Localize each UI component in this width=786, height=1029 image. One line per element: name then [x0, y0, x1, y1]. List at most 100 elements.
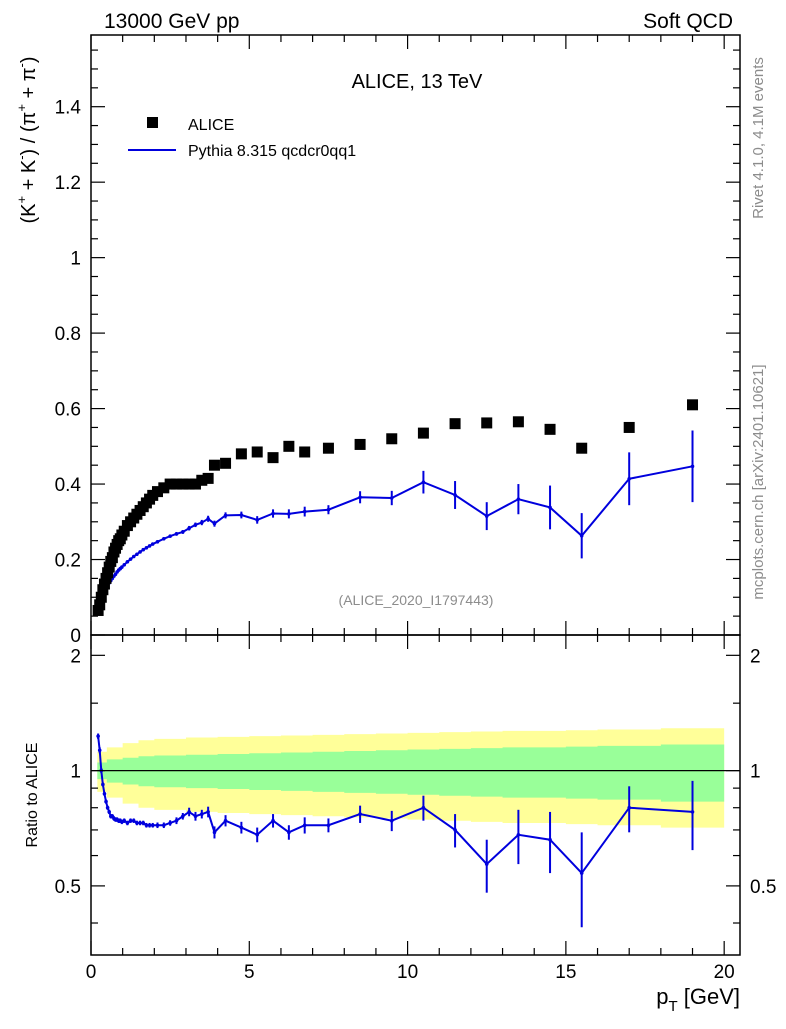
pythia-point: [150, 542, 155, 546]
alice-data-point: [177, 478, 189, 490]
xlabel-sub: T: [668, 998, 677, 1015]
ratio-point: [101, 782, 105, 787]
pythia-point: [147, 544, 152, 548]
ratio-point: [287, 830, 291, 835]
pythia-point: [200, 520, 204, 525]
ratio-point: [453, 828, 457, 832]
ratio-point: [484, 862, 489, 866]
pythia-point: [358, 495, 362, 500]
pythia-point: [212, 521, 217, 526]
pythia-point: [627, 476, 631, 481]
ratio-point: [326, 823, 331, 828]
alice-data-point: [92, 604, 104, 616]
ylabel-sup-4: -: [14, 63, 29, 67]
alice-data-point: [158, 482, 170, 494]
main-y-tick-label: 1: [70, 249, 81, 270]
ratio-point: [125, 821, 130, 825]
ratio-point: [223, 818, 228, 823]
alice-data-point: [235, 448, 247, 460]
alice-data-point: [299, 446, 311, 458]
ratio-point: [122, 818, 127, 823]
ratio-point: [690, 810, 695, 814]
main-y-tick-label: 0.6: [55, 400, 81, 421]
legend: ALICE Pythia 8.315 qcdcr0qq1: [128, 117, 356, 160]
ratio-y-tick-label: 2: [70, 646, 81, 667]
alice-data-point: [102, 567, 114, 579]
ylabel-part-close: ): [18, 56, 40, 63]
main-y-tick-label: 0: [70, 626, 81, 647]
pythia-point: [302, 509, 307, 514]
ratio-point: [174, 818, 179, 823]
ratio-point: [131, 818, 136, 823]
alice-data-point: [481, 417, 493, 429]
ratio-point: [147, 823, 152, 828]
legend-pythia-label: Pythia 8.315 qcdcr0qq1: [188, 143, 356, 160]
x-tick-label: 10: [397, 962, 418, 983]
alice-data-point: [576, 442, 588, 454]
mcplots-label: mcplots.cern.ch [arXiv:2401.10621]: [750, 364, 767, 599]
pythia-point: [131, 554, 136, 559]
pythia-point: [287, 512, 291, 516]
alice-data-point: [106, 552, 118, 564]
main-y-tick-label: 1.4: [55, 98, 82, 119]
pythia-point: [389, 496, 394, 500]
pythia-point: [239, 513, 244, 517]
x-tick-label: 0: [86, 962, 97, 983]
ylabel-sup-2: -: [14, 155, 29, 159]
ratio-frame: [90, 634, 741, 956]
alice-data-point: [118, 525, 130, 537]
ratio-point: [212, 830, 217, 835]
alice-data-point: [103, 561, 115, 573]
pythia-point: [141, 547, 146, 552]
ratio-point: [187, 810, 191, 814]
legend-alice-marker: [147, 117, 158, 128]
ratio-y-tick-label-right: 2: [750, 646, 761, 667]
ratio-point: [302, 823, 307, 828]
ylabel-part-mid2: ) / (π: [18, 112, 40, 156]
ratio-y-tick-label: 1: [70, 762, 81, 783]
main-ticks: [90, 35, 740, 636]
ratio-point: [141, 821, 146, 825]
pythia-point: [548, 505, 552, 510]
alice-data-point: [202, 472, 214, 484]
ratio-point: [107, 810, 112, 814]
alice-data-point: [189, 478, 201, 490]
pythia-point: [181, 530, 185, 534]
pythia-point: [579, 533, 584, 538]
ratio-point: [97, 748, 102, 753]
pythia-point: [187, 526, 191, 531]
alice-data-point: [687, 399, 699, 411]
ratio-point: [135, 821, 139, 825]
ratio-point: [255, 832, 260, 837]
pythia-point: [120, 565, 124, 569]
pythia-point: [326, 507, 331, 512]
ratio-point: [389, 818, 394, 823]
alice-data-point: [183, 478, 195, 490]
ratio-point: [516, 832, 521, 837]
main-y-tick-label: 0.8: [55, 324, 81, 345]
ratio-y-label: Ratio to ALICE: [24, 743, 41, 848]
ratio-point: [168, 821, 172, 825]
ratio-point: [421, 805, 426, 810]
pythia-point: [484, 514, 489, 518]
legend-alice-label: ALICE: [188, 117, 234, 134]
pythia-point: [255, 518, 260, 522]
alice-data-point: [164, 478, 176, 490]
ratio-point: [548, 837, 552, 842]
pythia-point: [168, 534, 172, 538]
ratio-ticks: [90, 635, 740, 955]
pythia-point: [453, 493, 457, 497]
xlabel-p: p: [656, 984, 668, 1009]
x-tick-labels: 0 5 10 15 20: [86, 962, 735, 983]
alice-data-point: [251, 446, 263, 458]
alice-data-point: [95, 591, 107, 603]
ratio-y-tick-label-right: 0.5: [750, 877, 776, 898]
main-title: ALICE, 13 TeV: [352, 71, 483, 93]
pythia-point: [155, 539, 160, 544]
ylabel-part-open: (K: [18, 203, 40, 224]
alice-data-point: [94, 599, 106, 611]
rivet-label: Rivet 4.1.0, 4.1M events: [750, 57, 767, 219]
pythia-point: [690, 464, 695, 469]
